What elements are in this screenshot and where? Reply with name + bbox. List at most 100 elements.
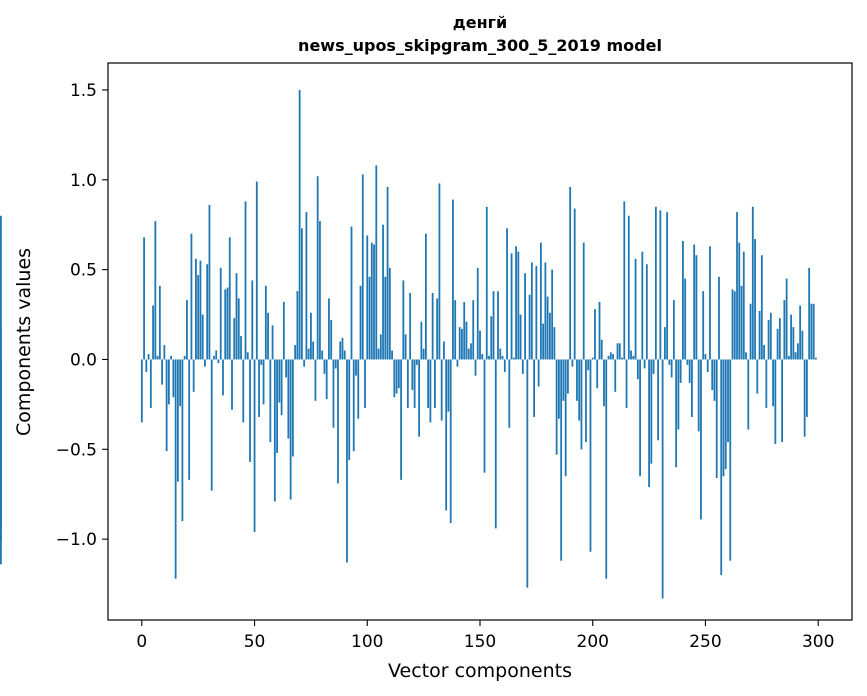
bar-254 — [713, 359, 716, 401]
bar-240 — [682, 240, 684, 360]
bar-99 — [364, 359, 366, 408]
bar-104 — [375, 165, 378, 360]
bar-139 — [454, 300, 457, 360]
bar-145 — [467, 348, 470, 360]
bar-241 — [684, 278, 687, 360]
plot-frame — [107, 62, 853, 621]
bar-209 — [612, 354, 614, 360]
bar-238 — [677, 359, 680, 430]
bar-260 — [727, 359, 729, 443]
x-axis-label: Vector components — [388, 660, 572, 682]
bar-17 — [179, 359, 182, 407]
bar-undefined — [0, 215, 2, 360]
bar-191 — [571, 359, 574, 367]
bar-267 — [742, 251, 745, 360]
bar-244 — [691, 359, 693, 417]
bar-47 — [246, 352, 249, 360]
bar-231 — [661, 359, 664, 599]
bar-225 — [648, 359, 650, 488]
bar-226 — [650, 359, 653, 464]
bar-194 — [578, 359, 581, 421]
bar-149 — [476, 267, 479, 360]
bar-63 — [282, 301, 285, 360]
bar-61 — [278, 359, 281, 403]
bar-142 — [461, 328, 463, 360]
bar-146 — [470, 343, 472, 360]
bar-183 — [553, 327, 556, 360]
bar-163 — [508, 359, 511, 428]
bar-219 — [634, 258, 637, 360]
bar-180 — [546, 296, 549, 360]
bar-161 — [503, 359, 506, 373]
bar-263 — [733, 291, 736, 360]
bar-188 — [564, 359, 567, 477]
bar-247 — [697, 359, 700, 432]
x-tick-label: 150 — [464, 632, 496, 652]
bar-41 — [233, 318, 236, 360]
bar-86 — [334, 359, 337, 369]
bar-129 — [431, 292, 434, 360]
bar-248 — [700, 359, 702, 520]
bar-59 — [273, 359, 276, 502]
bar-165 — [512, 357, 515, 360]
bar-138 — [452, 199, 454, 360]
bar-85 — [332, 359, 335, 428]
bar-140 — [456, 359, 459, 367]
bar-64 — [285, 359, 288, 378]
bar-288 — [790, 314, 793, 360]
bar-151 — [481, 354, 484, 360]
bar-74 — [307, 348, 310, 360]
bar-277 — [765, 359, 768, 408]
bar-189 — [567, 359, 569, 394]
bar-55 — [264, 285, 267, 360]
bar-97 — [359, 285, 362, 360]
bar-98 — [361, 174, 364, 360]
bar-24 — [195, 258, 197, 360]
bar-297 — [810, 303, 813, 360]
bar-5 — [152, 305, 154, 360]
bar-210 — [614, 359, 617, 392]
y-tick-label: 0.0 — [70, 350, 97, 370]
bar-253 — [711, 359, 714, 391]
bar-167 — [517, 251, 520, 360]
bar-222 — [641, 251, 644, 360]
bar-229 — [657, 359, 660, 441]
bar-202 — [596, 359, 599, 389]
bar-294 — [803, 359, 806, 437]
bar-133 — [440, 359, 443, 421]
bar-150 — [479, 330, 481, 360]
bar-148 — [474, 359, 477, 376]
bar-281 — [774, 359, 777, 444]
bar-22 — [190, 233, 193, 360]
bar-282 — [776, 328, 779, 360]
bar-series — [0, 89, 817, 599]
bar-287 — [787, 355, 790, 360]
bar-132 — [438, 183, 441, 360]
bar-227 — [652, 359, 655, 374]
bar-198 — [587, 359, 590, 371]
bar-116 — [402, 280, 405, 360]
bar-242 — [686, 359, 689, 365]
bar-155 — [490, 316, 493, 360]
bar-298 — [812, 303, 815, 360]
bar-36 — [222, 359, 224, 396]
bar-54 — [262, 359, 265, 405]
bar-270 — [749, 303, 752, 360]
x-tick-label: 0 — [136, 632, 147, 652]
bar-143 — [463, 301, 466, 360]
bar-289 — [792, 327, 795, 360]
bar-125 — [422, 348, 425, 360]
bar-284 — [781, 359, 784, 443]
bar-122 — [415, 359, 418, 365]
bar-154 — [488, 355, 490, 360]
bar-119 — [409, 292, 412, 360]
bar-6 — [154, 221, 157, 360]
bar-208 — [609, 352, 612, 360]
bar-20 — [186, 300, 188, 360]
bar-141 — [458, 327, 461, 360]
y-tick-label: −0.5 — [56, 440, 97, 460]
bar-196 — [582, 242, 585, 360]
bar-93 — [350, 226, 353, 360]
x-tick-label: 50 — [244, 632, 266, 652]
bar-undefined — [0, 359, 2, 565]
